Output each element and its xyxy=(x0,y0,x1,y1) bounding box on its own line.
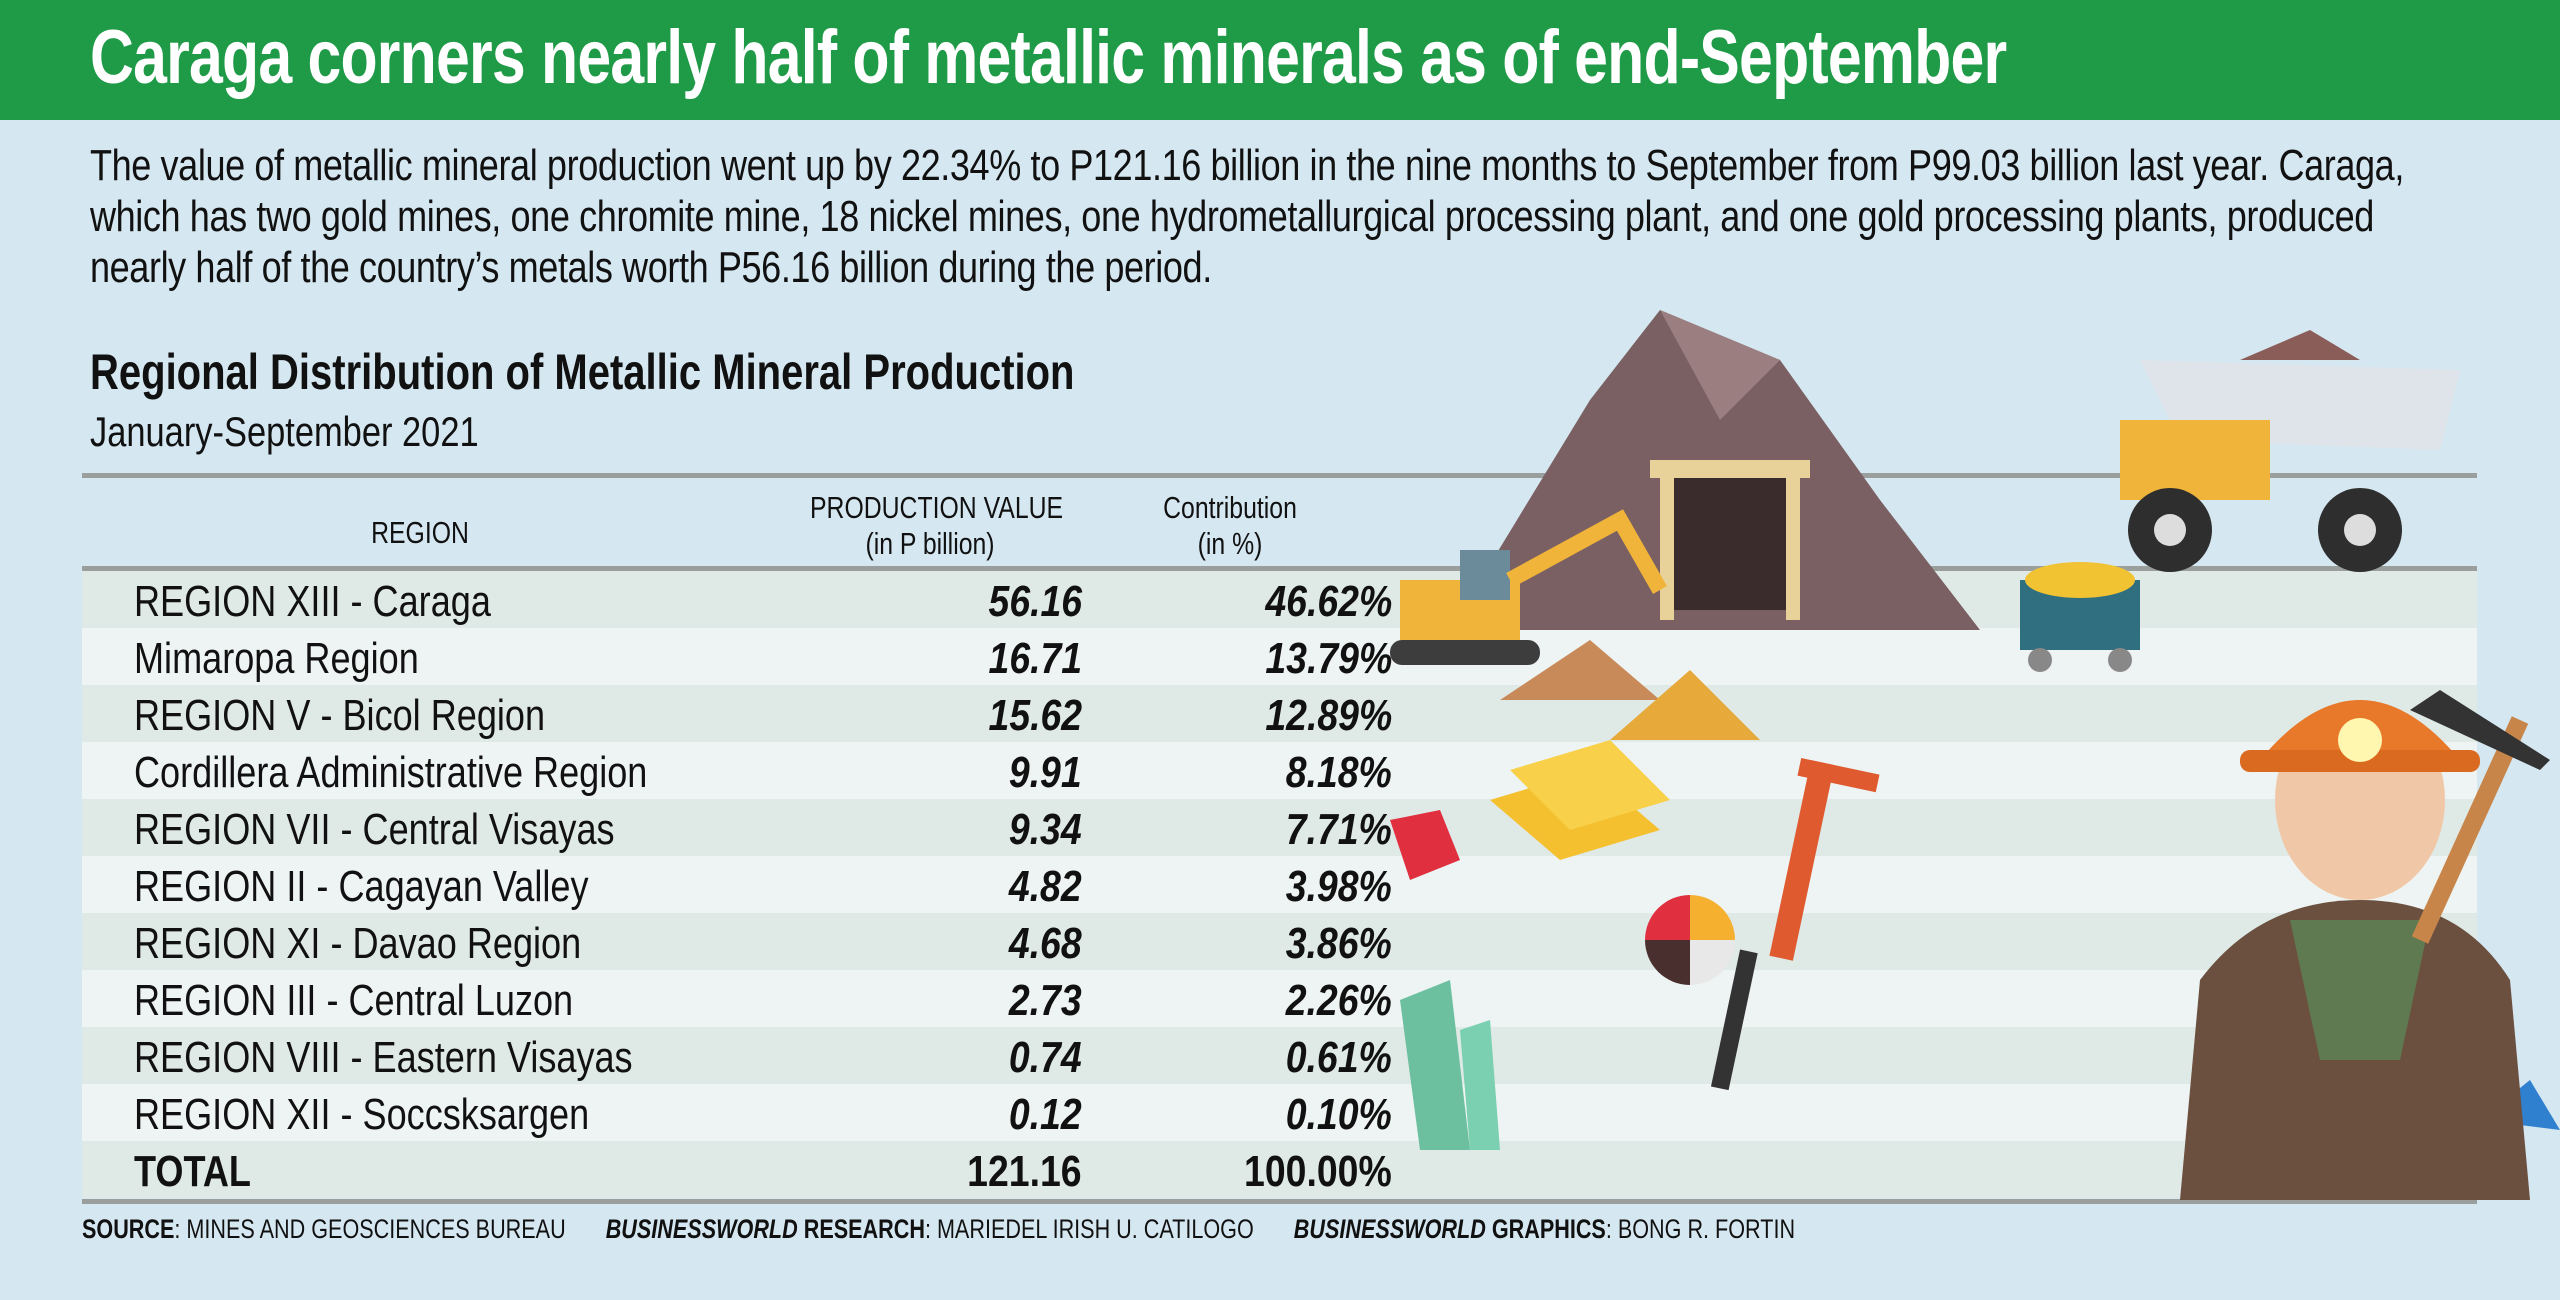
region-cell: TOTAL xyxy=(134,1147,251,1196)
contribution-cell: 0.10% xyxy=(1285,1090,1392,1139)
region-cell: Cordillera Administrative Region xyxy=(134,748,648,797)
contribution-cell: 2.26% xyxy=(1285,976,1392,1025)
header-rule xyxy=(82,566,2477,571)
value-cell: 121.16 xyxy=(967,1147,1082,1196)
value-cell: 15.62 xyxy=(988,691,1082,740)
region-cell: REGION VIII - Eastern Visayas xyxy=(134,1033,633,1082)
title-banner: Caraga corners nearly half of metallic m… xyxy=(0,0,2560,120)
table-row: Cordillera Administrative Region 9.91 8.18… xyxy=(82,742,2477,799)
contribution-cell: 8.18% xyxy=(1285,748,1392,797)
mine-entrance-icon xyxy=(1660,470,1800,610)
table-row: REGION XI - Davao Region 4.68 3.86% xyxy=(82,913,2477,970)
jackhammer-icon xyxy=(1710,758,1880,1091)
table-title: Regional Distribution of Metallic Minera… xyxy=(90,344,1075,400)
header-value-line2: (in P billion) xyxy=(865,526,995,561)
top-rule xyxy=(82,473,2477,478)
table-subtitle: January-September 2021 xyxy=(90,408,479,455)
region-cell: Mimaropa Region xyxy=(134,634,419,683)
header-value-line1: PRODUCTION VALUE xyxy=(810,490,1064,525)
page-title: Caraga corners nearly half of metallic m… xyxy=(90,15,2007,100)
contribution-cell: 3.86% xyxy=(1285,919,1392,968)
region-cell: REGION VII - Central Visayas xyxy=(134,805,615,854)
contribution-cell: 13.79% xyxy=(1265,634,1392,683)
research-label: RESEARCH xyxy=(797,1214,925,1244)
header-region: REGION xyxy=(371,515,469,550)
table-row: REGION XII - Soccsksargen 0.12 0.10% xyxy=(82,1084,2477,1141)
total-row: TOTAL 121.16 100.00% xyxy=(82,1141,2477,1198)
pie-icon xyxy=(1645,895,1735,985)
source-label: SOURCE xyxy=(82,1214,175,1244)
research-text: : MARIEDEL IRISH U. CATILOGO xyxy=(924,1214,1254,1244)
research-brand: BUSINESSWORLD xyxy=(605,1214,798,1244)
contribution-cell: 100.00% xyxy=(1244,1147,1392,1196)
region-cell: REGION II - Cagayan Valley xyxy=(134,862,589,911)
dump-truck-icon xyxy=(2120,330,2460,572)
contribution-cell: 46.62% xyxy=(1265,577,1392,626)
value-cell: 4.68 xyxy=(1009,919,1082,968)
contribution-cell: 7.71% xyxy=(1285,805,1392,854)
value-cell: 56.16 xyxy=(988,577,1082,626)
graphics-brand: BUSINESSWORLD xyxy=(1293,1214,1486,1244)
header-contribution: Contribution (in %) xyxy=(1134,490,1326,562)
ore-pile-icon xyxy=(1500,640,1660,700)
miner-icon xyxy=(2180,700,2530,1200)
table-row: REGION II - Cagayan Valley 4.82 3.98% xyxy=(82,856,2477,913)
value-cell: 0.74 xyxy=(1009,1033,1082,1082)
footer-credits: SOURCE: MINES AND GEOSCIENCES BUREAU BUSI… xyxy=(82,1214,1795,1245)
value-cell: 9.91 xyxy=(1009,748,1082,797)
graphics-label: GRAPHICS xyxy=(1485,1214,1606,1244)
graphics-text: : BONG R. FORTIN xyxy=(1605,1214,1796,1244)
header-pct-line1: Contribution xyxy=(1163,490,1297,525)
mining-illustration xyxy=(1390,310,2560,1200)
value-cell: 0.12 xyxy=(1009,1090,1082,1139)
region-cell: REGION XI - Davao Region xyxy=(134,919,582,968)
region-cell: REGION XIII - Caraga xyxy=(134,577,491,626)
gold-bars-icon xyxy=(1490,740,1670,860)
value-cell: 16.71 xyxy=(988,634,1082,683)
value-cell: 4.82 xyxy=(1009,862,1082,911)
contribution-cell: 3.98% xyxy=(1285,862,1392,911)
intro-paragraph: The value of metallic mineral production… xyxy=(90,141,2404,292)
region-cell: REGION XII - Soccsksargen xyxy=(134,1090,590,1139)
region-cell: REGION III - Central Luzon xyxy=(134,976,574,1025)
pickaxe-icon xyxy=(2411,716,2529,944)
mine-cart-icon xyxy=(2020,562,2140,672)
header-pct-line2: (in %) xyxy=(1197,526,1263,561)
excavator-icon xyxy=(1390,509,1667,665)
table-row: REGION V - Bicol Region 15.62 12.89% xyxy=(82,685,2477,742)
source-text: : MINES AND GEOSCIENCES BUREAU xyxy=(174,1214,566,1244)
table-row: REGION III - Central Luzon 2.73 2.26% xyxy=(82,970,2477,1027)
value-cell: 9.34 xyxy=(1009,805,1082,854)
region-cell: REGION V - Bicol Region xyxy=(134,691,546,740)
table-row: REGION VII - Central Visayas 9.34 7.71% xyxy=(82,799,2477,856)
contribution-cell: 0.61% xyxy=(1285,1033,1392,1082)
contribution-cell: 12.89% xyxy=(1265,691,1392,740)
table-row: REGION VIII - Eastern Visayas 0.74 0.61% xyxy=(82,1027,2477,1084)
value-cell: 2.73 xyxy=(1009,976,1082,1025)
bottom-rule xyxy=(82,1199,2477,1204)
header-value: PRODUCTION VALUE (in P billion) xyxy=(810,490,1064,562)
